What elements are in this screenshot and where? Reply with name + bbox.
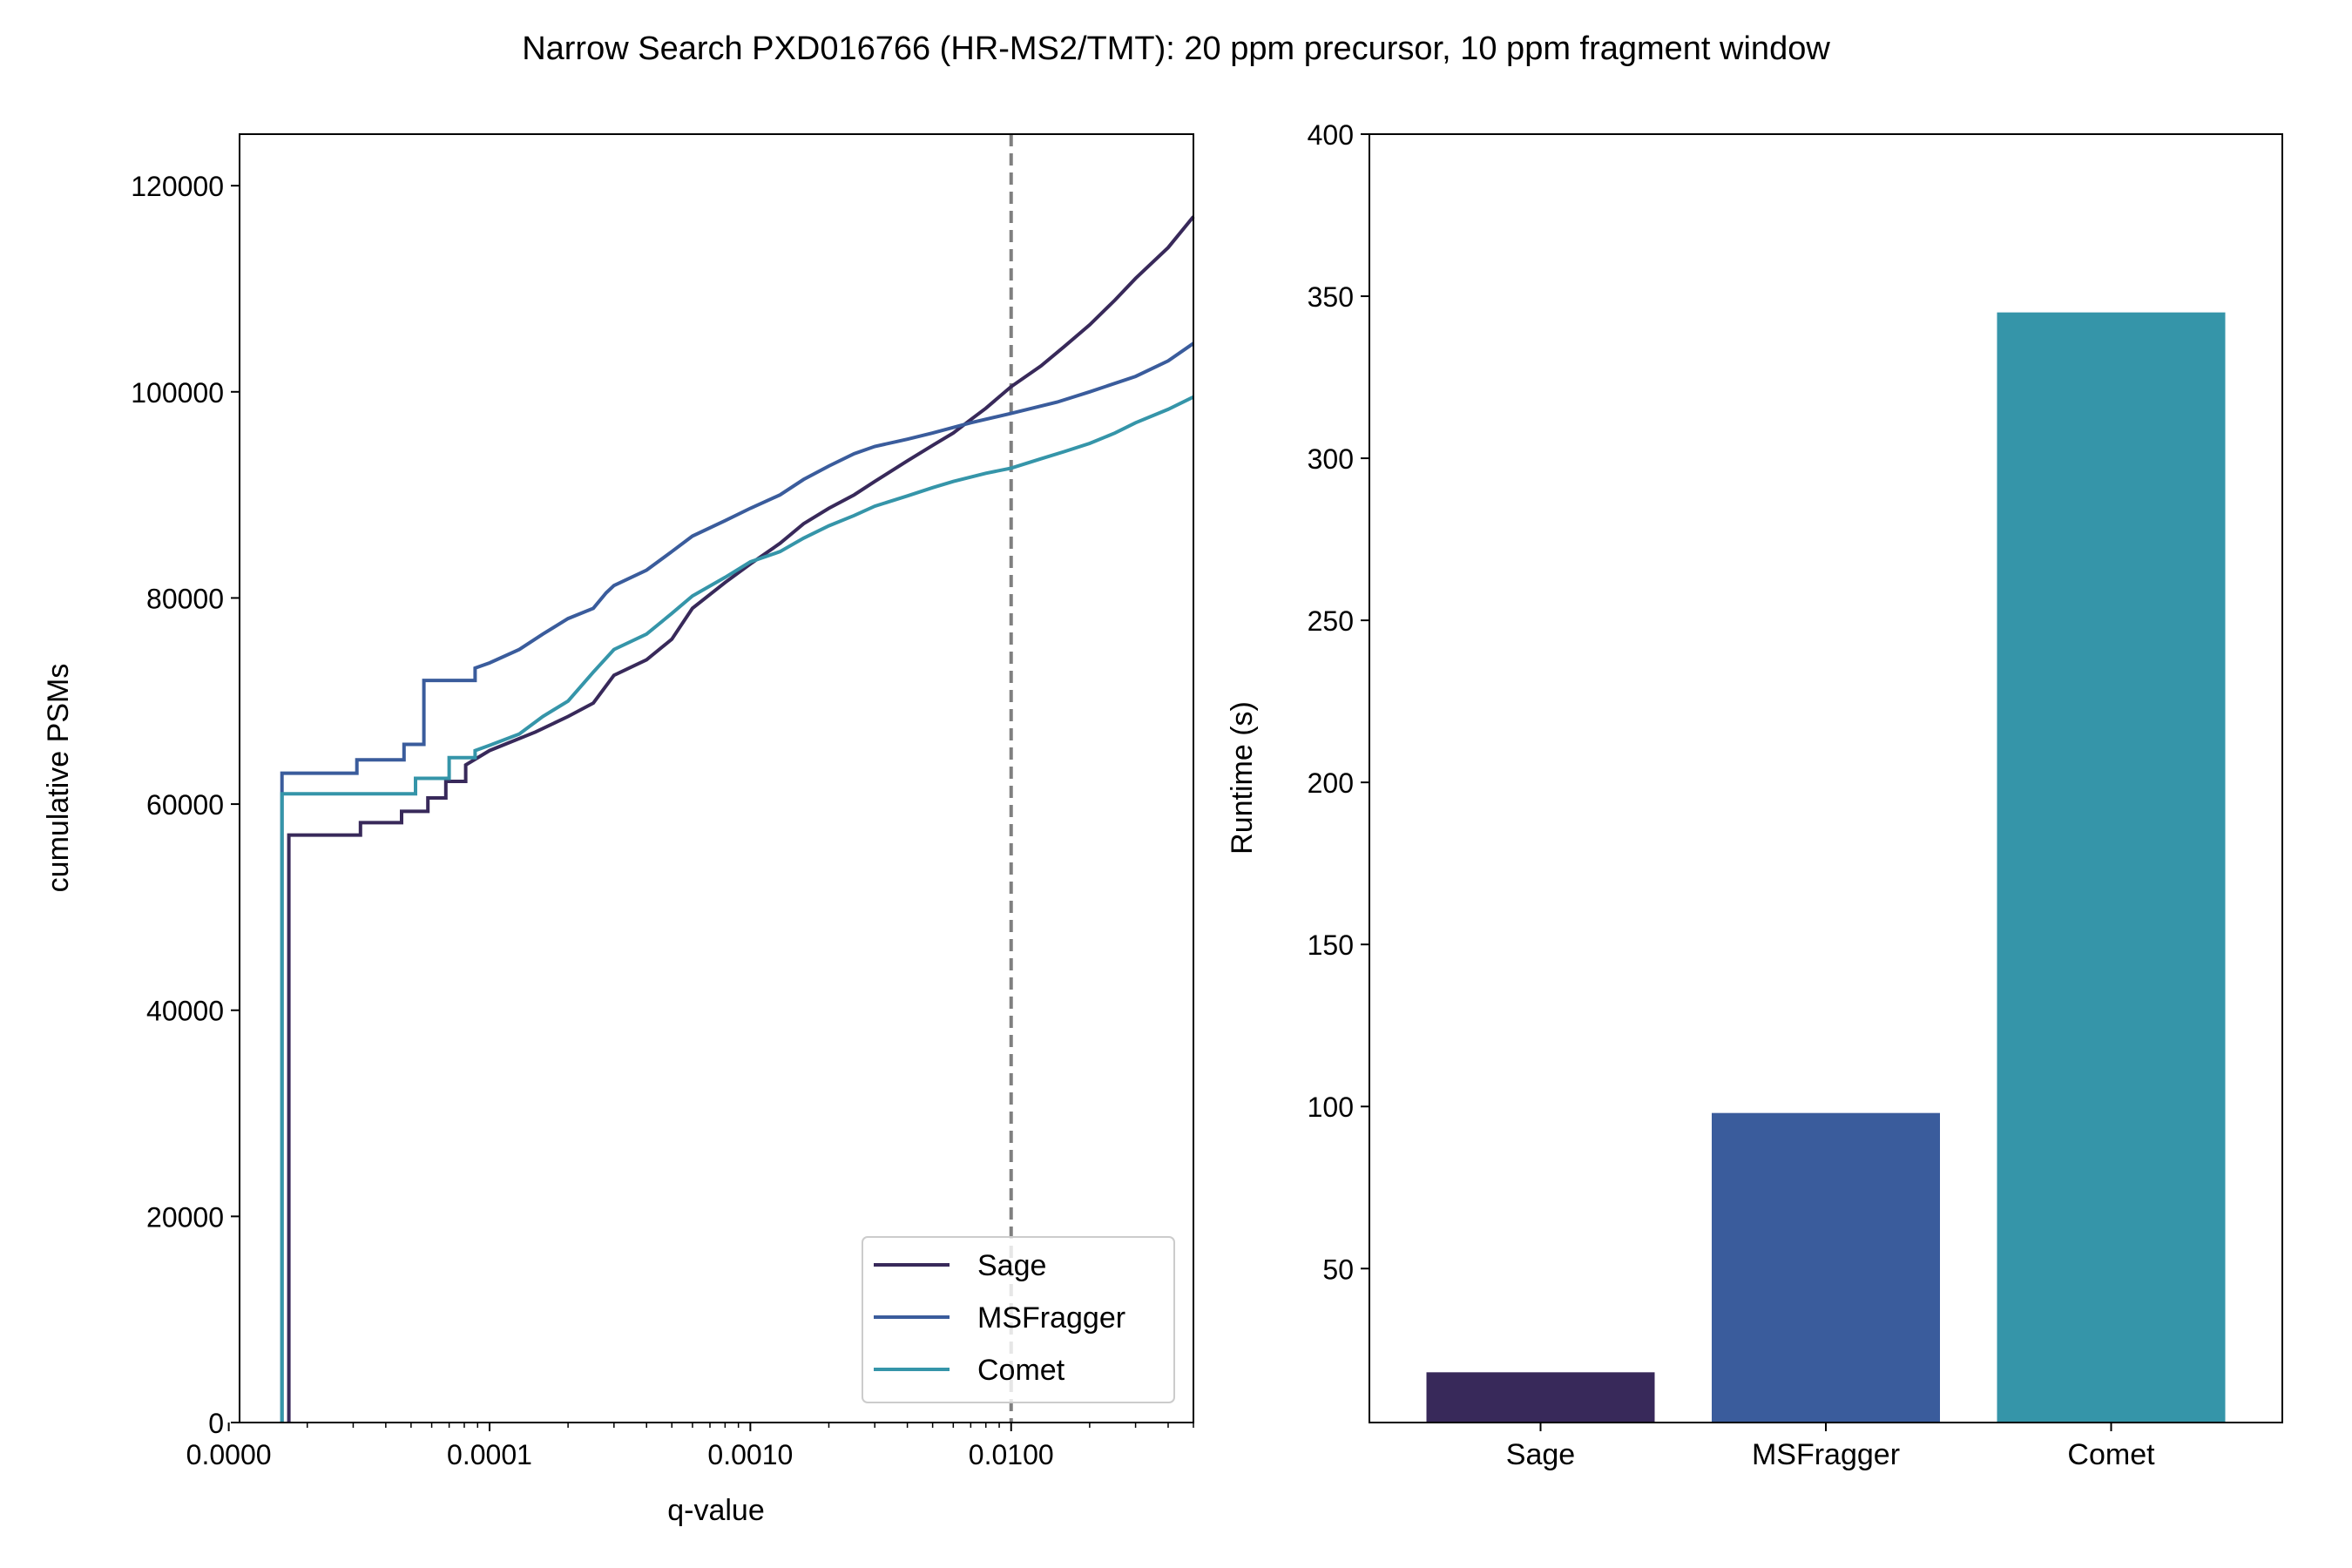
right-bars [1426,312,2226,1423]
y-tick-label: 250 [1308,605,1354,637]
y-tick-label: 150 [1308,929,1354,961]
bar-sage [1426,1372,1655,1423]
cumulative-psms-line-chart: 0 20000 40000 60000 80000 100000 120000 0.0000… [42,133,1195,1527]
y-tick-label: 60000 [146,789,224,821]
series-line-msfragger [280,341,1195,1423]
y-tick-label: 120000 [131,171,224,202]
runtime-bar-chart: 50 100 150 200 250 300 350 400 Sage MSFragger Com… [1226,119,2283,1471]
left-x-ticks: 0.0000 0.0001 0.0010 0.0100 [186,1423,1194,1470]
left-x-axis-label: q-value [667,1494,765,1527]
y-tick-label: 400 [1308,119,1354,151]
right-x-ticks: Sage MSFragger Comet [1506,1423,2155,1471]
x-tick-label: 0.0100 [969,1439,1054,1470]
right-y-axis-label: Runtime (s) [1226,701,1259,855]
series-line-sage [287,215,1195,1423]
y-tick-label: 40000 [146,996,224,1027]
left-plot-area [280,134,1195,1423]
x-tick-label-msfragger: MSFragger [1752,1438,1900,1471]
legend-label-sage: Sage [977,1249,1046,1282]
y-tick-label: 20000 [146,1201,224,1233]
y-tick-label: 200 [1308,767,1354,799]
legend-label-msfragger: MSFragger [977,1301,1125,1335]
x-tick-label: 0.0001 [447,1439,532,1470]
legend-items: Sage MSFragger Comet [874,1249,1125,1387]
figure-title: Narrow Search PXD016766 (HR-MS2/TMT): 20… [522,30,1830,67]
y-tick-label: 350 [1308,281,1354,313]
right-y-ticks: 50 100 150 200 250 300 350 400 [1308,119,1369,1285]
x-tick-label: 0.0010 [707,1439,793,1470]
bar-msfragger [1712,1112,1940,1423]
y-tick-label: 100 [1308,1092,1354,1123]
y-tick-label: 300 [1308,443,1354,475]
legend: Sage MSFragger Comet [862,1236,1175,1403]
x-tick-label-sage: Sage [1506,1438,1575,1471]
x-tick-label: 0.0000 [186,1439,272,1470]
legend-label-comet: Comet [977,1354,1065,1387]
y-tick-label: 50 [1322,1254,1354,1285]
legend-box [862,1236,1175,1403]
left-y-ticks: 0 20000 40000 60000 80000 100000 120000 [131,171,240,1439]
left-axes-frame [239,133,1194,1423]
y-tick-label: 100000 [131,377,224,409]
y-tick-label: 80000 [146,583,224,614]
bar-comet [1997,312,2226,1423]
left-y-axis-label: cumulative PSMs [42,664,75,893]
y-tick-label: 0 [208,1408,224,1439]
series-line-comet [280,395,1194,1423]
x-tick-label-comet: Comet [2067,1438,2155,1471]
